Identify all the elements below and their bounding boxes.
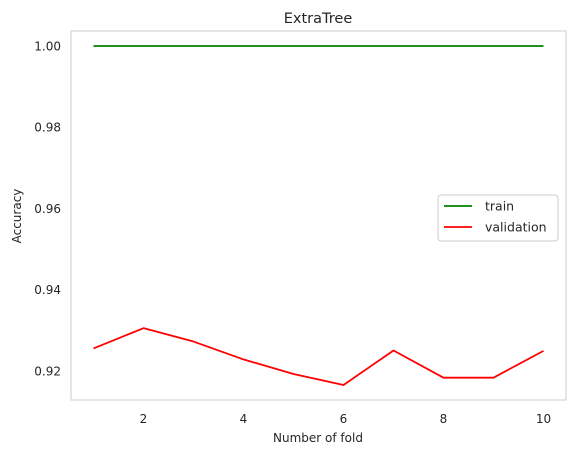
x-tick-label: 8 [440,412,448,426]
y-axis-ticks: 0.92 0.94 0.96 0.98 1.00 [34,40,61,379]
x-tick-label: 4 [240,412,248,426]
x-tick-label: 10 [536,412,551,426]
y-tick-label: 0.92 [34,364,61,378]
x-tick-label: 6 [340,412,348,426]
y-tick-label: 0.94 [34,283,61,297]
series-lines [93,45,544,386]
legend-label-train: train [485,199,514,214]
y-tick-label: 1.00 [34,40,61,54]
legend: train validation [437,194,559,242]
x-axis-ticks: 2 4 6 8 10 [140,412,551,426]
legend-label-validation: validation [485,220,547,235]
x-axis-label: Number of fold [273,431,363,445]
y-tick-label: 0.96 [34,202,61,216]
chart-title: ExtraTree [284,11,353,27]
x-tick-label: 2 [140,412,148,426]
y-axis-label: Accuracy [10,189,24,244]
y-tick-label: 0.98 [34,121,61,135]
series-line-validation [93,327,544,386]
